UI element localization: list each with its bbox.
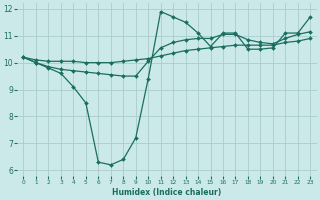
X-axis label: Humidex (Indice chaleur): Humidex (Indice chaleur)	[112, 188, 221, 197]
